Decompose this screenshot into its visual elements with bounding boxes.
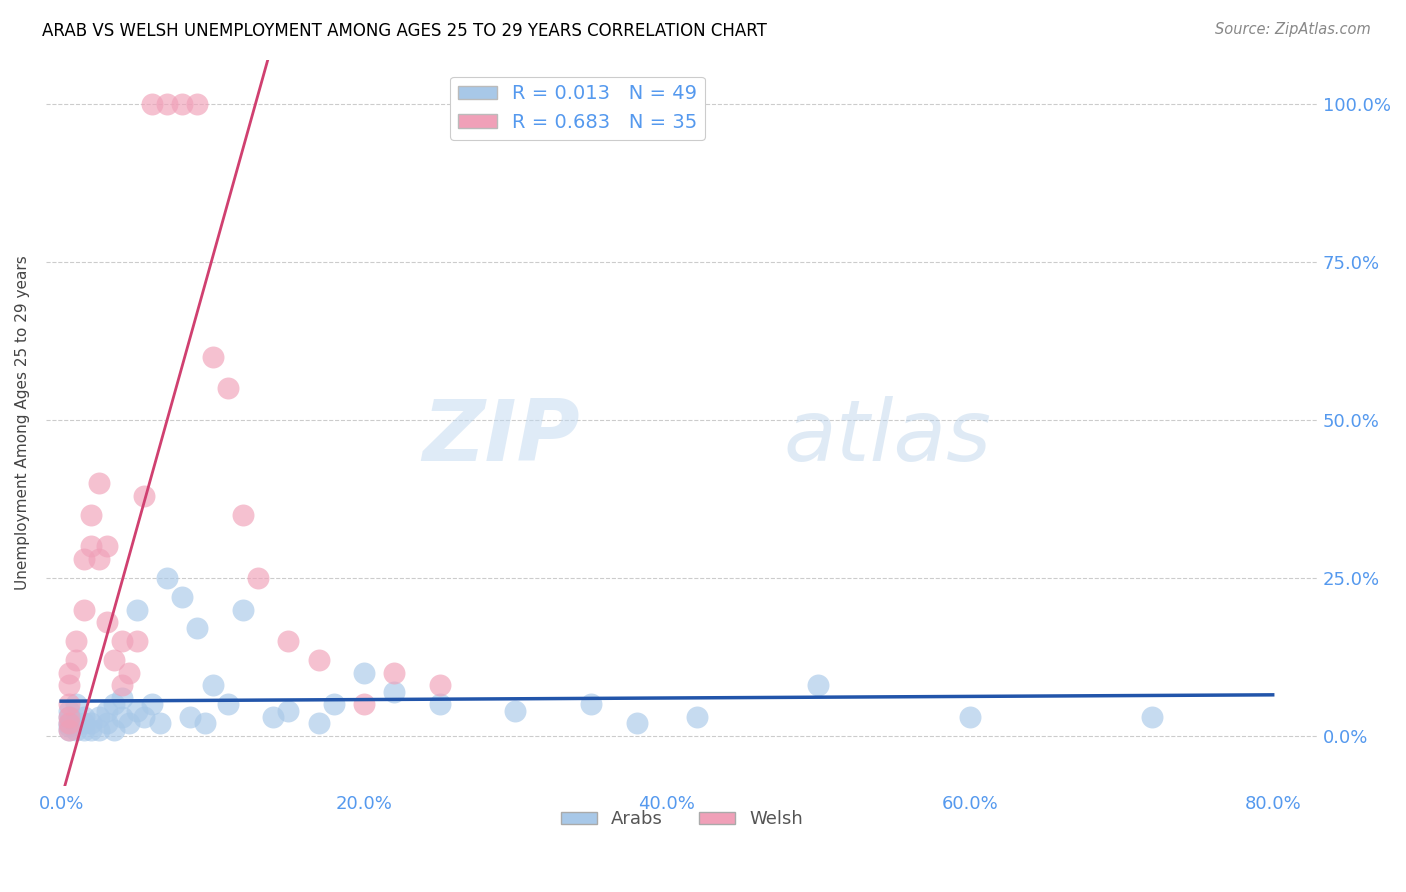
Point — [73, 716, 96, 731]
Text: ZIP: ZIP — [423, 396, 581, 479]
Point — [217, 698, 239, 712]
Point — [125, 704, 148, 718]
Point — [58, 698, 80, 712]
Point — [103, 698, 125, 712]
Point — [87, 552, 110, 566]
Point — [1140, 710, 1163, 724]
Point — [125, 634, 148, 648]
Point — [172, 96, 194, 111]
Point — [73, 710, 96, 724]
Point — [232, 508, 254, 522]
Point — [103, 723, 125, 737]
Point — [156, 571, 179, 585]
Y-axis label: Unemployment Among Ages 25 to 29 years: Unemployment Among Ages 25 to 29 years — [15, 256, 30, 591]
Point — [111, 710, 134, 724]
Point — [80, 539, 103, 553]
Point — [186, 96, 208, 111]
Point — [73, 552, 96, 566]
Point — [118, 716, 141, 731]
Point — [125, 602, 148, 616]
Point — [141, 96, 163, 111]
Point — [382, 684, 405, 698]
Point — [65, 716, 87, 731]
Point — [80, 716, 103, 731]
Point — [505, 704, 527, 718]
Point — [58, 710, 80, 724]
Point — [429, 698, 451, 712]
Point — [103, 653, 125, 667]
Point — [141, 698, 163, 712]
Point — [87, 723, 110, 737]
Point — [186, 622, 208, 636]
Point — [58, 716, 80, 731]
Point — [353, 665, 375, 680]
Point — [382, 665, 405, 680]
Point — [429, 678, 451, 692]
Point — [217, 381, 239, 395]
Point — [156, 96, 179, 111]
Point — [80, 508, 103, 522]
Text: ARAB VS WELSH UNEMPLOYMENT AMONG AGES 25 TO 29 YEARS CORRELATION CHART: ARAB VS WELSH UNEMPLOYMENT AMONG AGES 25… — [42, 22, 768, 40]
Point — [807, 678, 830, 692]
Point — [73, 602, 96, 616]
Point — [111, 691, 134, 706]
Point — [58, 710, 80, 724]
Point — [111, 678, 134, 692]
Point — [96, 716, 118, 731]
Point — [58, 723, 80, 737]
Point — [58, 719, 80, 733]
Point — [322, 698, 344, 712]
Legend: Arabs, Welsh: Arabs, Welsh — [554, 803, 811, 836]
Point — [686, 710, 709, 724]
Point — [626, 716, 648, 731]
Point — [179, 710, 201, 724]
Point — [579, 698, 602, 712]
Point — [65, 723, 87, 737]
Point — [80, 723, 103, 737]
Point — [65, 653, 87, 667]
Point — [262, 710, 284, 724]
Point — [148, 716, 170, 731]
Point — [65, 634, 87, 648]
Point — [58, 723, 80, 737]
Point — [96, 704, 118, 718]
Point — [58, 716, 80, 731]
Point — [308, 653, 330, 667]
Point — [65, 698, 87, 712]
Point — [353, 698, 375, 712]
Point — [308, 716, 330, 731]
Point — [58, 665, 80, 680]
Text: Source: ZipAtlas.com: Source: ZipAtlas.com — [1215, 22, 1371, 37]
Point — [246, 571, 269, 585]
Text: atlas: atlas — [783, 396, 991, 479]
Point — [277, 634, 299, 648]
Point — [73, 723, 96, 737]
Point — [58, 704, 80, 718]
Point — [87, 710, 110, 724]
Point — [96, 615, 118, 629]
Point — [134, 710, 156, 724]
Point — [277, 704, 299, 718]
Point — [201, 678, 224, 692]
Point — [959, 710, 981, 724]
Point — [118, 665, 141, 680]
Point — [172, 590, 194, 604]
Point — [96, 539, 118, 553]
Point — [111, 634, 134, 648]
Point — [232, 602, 254, 616]
Point — [194, 716, 217, 731]
Point — [201, 350, 224, 364]
Point — [134, 489, 156, 503]
Point — [87, 476, 110, 491]
Point — [58, 678, 80, 692]
